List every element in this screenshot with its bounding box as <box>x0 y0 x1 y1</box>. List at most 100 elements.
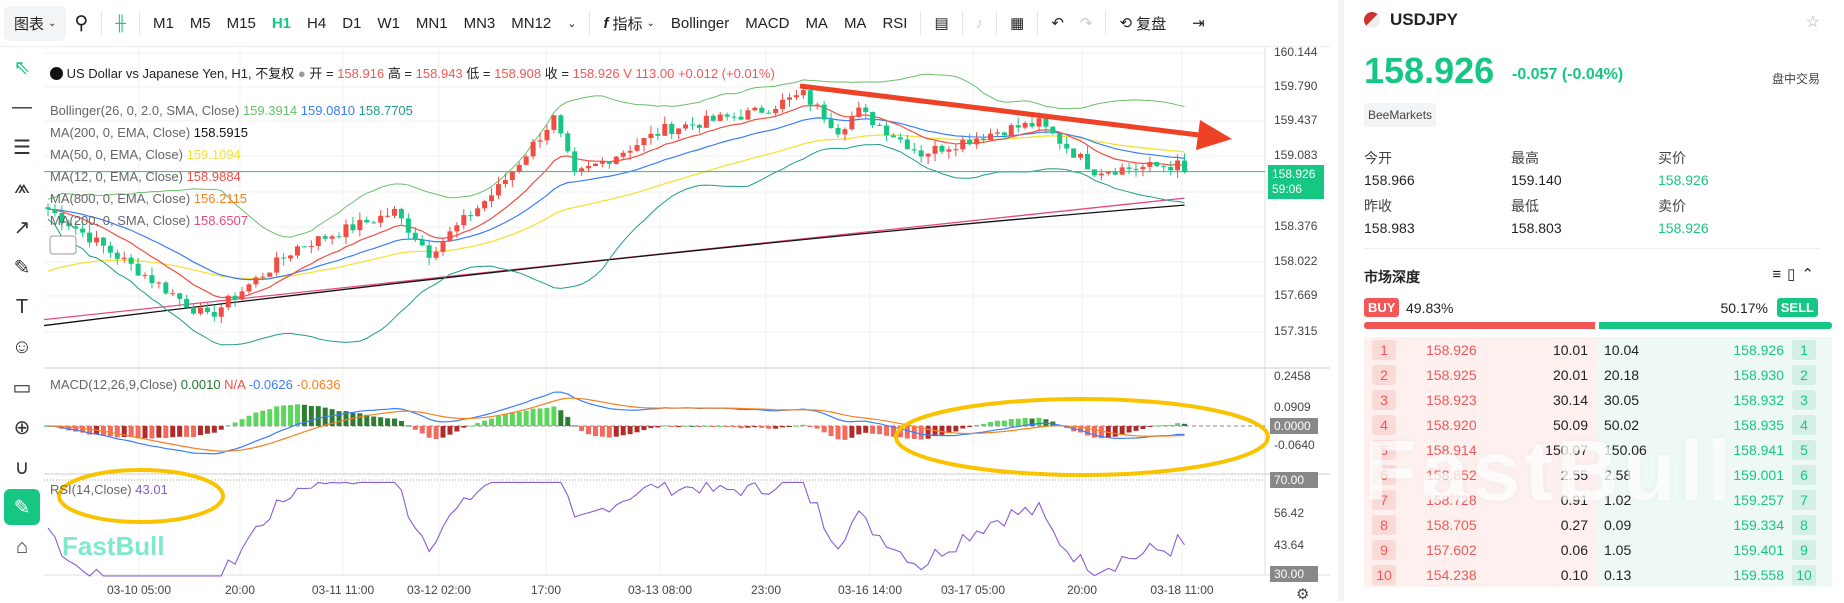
indicator-shortcut-rsi[interactable]: RSI <box>882 14 908 32</box>
indicator-legend-row[interactable]: Bollinger(26, 0, 2.0, SMA, Close) 159.39… <box>50 103 413 118</box>
candle-body <box>1029 122 1035 127</box>
trend-arrow-annotation[interactable] <box>799 83 1216 140</box>
doc-view-icon[interactable]: ▯ <box>1787 266 1802 283</box>
candle-body <box>1112 171 1118 175</box>
symbol-name: USDJPY <box>1390 10 1459 29</box>
order-book-row[interactable]: 2 158.925 20.01 20.18 158.930 2 <box>1364 362 1832 387</box>
indicator-shortcut-ma[interactable]: MA <box>805 14 828 32</box>
candle-type-icon[interactable]: ╫ <box>115 14 126 32</box>
highlight-ellipse-rsi[interactable] <box>57 468 225 524</box>
indicator-legend-row[interactable]: MA(200, 0, EMA, Close) 158.5915 <box>50 125 248 140</box>
candle-body <box>1071 148 1077 158</box>
unlock-icon[interactable]: ⌂ <box>15 535 29 558</box>
timeframe-tab-h4[interactable]: H4 <box>307 14 327 32</box>
timeframe-tab-d1[interactable]: D1 <box>342 14 362 32</box>
time-axis-label: 20:00 <box>224 583 256 597</box>
indicators-button[interactable]: f 指标 ⌄ <box>595 13 662 34</box>
redo-icon[interactable]: ↷ <box>1079 15 1093 32</box>
alert-bell-icon[interactable]: ♪ <box>975 14 984 32</box>
magnet-icon[interactable]: ∪ <box>14 456 30 479</box>
parallel-channel-icon[interactable]: ☰ <box>13 136 31 159</box>
chart-settings-gear-icon[interactable]: ⚙ <box>1296 586 1310 603</box>
timeframe-tab-m15[interactable]: M15 <box>226 14 256 32</box>
favorite-star-icon[interactable]: ☆ <box>1805 14 1820 31</box>
collapse-legend-button[interactable] <box>49 235 77 255</box>
zoom-in-icon[interactable]: ⊕ <box>13 416 31 439</box>
highlight-ellipse-macd[interactable] <box>894 397 1270 477</box>
search-icon[interactable]: ⚲ <box>74 12 89 34</box>
order-book-row[interactable]: 3 158.923 30.14 30.05 158.932 3 <box>1364 387 1832 412</box>
bid-volume: 10.01 <box>1552 341 1588 358</box>
timeframe-tab-m1[interactable]: M1 <box>152 14 174 32</box>
order-book-row[interactable]: 5 158.914 150.07 150.06 158.941 5 <box>1364 437 1832 462</box>
order-book-row[interactable]: 10 154.238 0.10 0.13 159.558 10 <box>1364 562 1832 587</box>
indicator-shortcut-macd[interactable]: MACD <box>745 14 790 32</box>
indicator-legend-row[interactable]: MA(200, 0, SMA, Close) 158.6507 <box>50 213 248 228</box>
timeframe-tab-mn3[interactable]: MN3 <box>463 14 496 32</box>
indicator-shortcut-ma[interactable]: MA <box>843 14 867 32</box>
macd-bar <box>426 426 432 438</box>
broker-badge[interactable]: BeeMarkets <box>1364 103 1437 127</box>
bid-level: 3 <box>1372 389 1396 410</box>
chart-menu-button[interactable]: 图表 ⌄ <box>4 5 67 41</box>
macd-bar <box>371 416 377 426</box>
quote-stat: 卖价 158.926 <box>1658 196 1709 236</box>
ask-volume: 1.05 <box>1604 541 1632 558</box>
order-book-row[interactable]: 9 157.602 0.06 1.05 159.401 9 <box>1364 537 1832 562</box>
collapse-panel-icon[interactable]: ⇥ <box>1192 15 1205 32</box>
candle-body <box>288 255 294 259</box>
stat-label: 今开 <box>1364 150 1392 166</box>
brush-icon[interactable]: ✎ <box>13 256 31 279</box>
indicator-legend-row[interactable]: MA(50, 0, EMA, Close) 159.1094 <box>50 147 241 162</box>
macd-bar <box>495 415 501 426</box>
candle-body <box>731 116 737 118</box>
lock-drawing-icon[interactable]: ✎ <box>4 489 40 525</box>
timeframe-tab-mn12[interactable]: MN12 <box>511 14 552 32</box>
macd-bar <box>974 424 980 426</box>
more-timeframes-chevron-icon[interactable]: ⌄ <box>567 17 577 30</box>
macd-bar <box>1091 426 1097 438</box>
candle-body <box>385 215 391 217</box>
list-view-icon[interactable]: ≡ <box>1772 266 1788 283</box>
candle-body <box>904 139 910 150</box>
indicator-name: MA(12, 0, EMA, Close) <box>50 169 183 184</box>
stat-label: 买价 <box>1658 150 1686 166</box>
order-book-row[interactable]: 4 158.920 50.09 50.02 158.935 4 <box>1364 412 1832 437</box>
order-book-row[interactable]: 7 158.728 0.91 1.02 159.257 7 <box>1364 487 1832 512</box>
indicator-legend-row[interactable]: MA(12, 0, EMA, Close) 158.9884 <box>50 169 241 184</box>
macd-bar <box>1119 426 1125 435</box>
ask-price: 159.257 <box>1733 491 1784 508</box>
calendar-icon[interactable]: ▦ <box>1010 15 1025 32</box>
bid-price: 158.852 <box>1426 466 1477 483</box>
price-chart[interactable] <box>0 47 1336 601</box>
ask-side: 30.05 158.932 3 <box>1598 387 1832 412</box>
line-tool-icon[interactable]: — <box>12 95 32 118</box>
replay-button[interactable]: ⟲ 复盘 <box>1111 13 1174 34</box>
timeframe-tab-h1[interactable]: H1 <box>271 14 292 32</box>
time-axis-label: 03-11 11:00 <box>311 583 375 597</box>
macd-bar <box>787 426 793 427</box>
sell-percent: 50.17% <box>1720 300 1768 316</box>
indicator-shortcut-bollinger[interactable]: Bollinger <box>670 14 730 32</box>
collapse-chevron-up-icon[interactable]: ⌃ <box>1801 266 1820 283</box>
timeframe-tab-mn1[interactable]: MN1 <box>415 14 448 32</box>
time-axis-label: 03-16 14:00 <box>837 583 903 597</box>
ruler-icon[interactable]: ▭ <box>12 376 32 399</box>
pattern-tool-icon[interactable]: ⩕ <box>14 175 30 198</box>
text-tool-icon[interactable]: T <box>15 295 29 318</box>
timeframe-tab-w1[interactable]: W1 <box>377 14 400 32</box>
macd-bar <box>343 411 349 426</box>
order-book-row[interactable]: 6 158.852 2.55 2.58 159.001 6 <box>1364 462 1832 487</box>
emoji-icon[interactable]: ☺ <box>11 335 33 358</box>
order-book-row[interactable]: 1 158.926 10.01 10.04 158.926 1 <box>1364 337 1832 362</box>
macd-bar <box>267 409 273 426</box>
layout-icon[interactable]: ▤ <box>934 15 949 32</box>
undo-icon[interactable]: ↶ <box>1051 15 1064 32</box>
cursor-icon[interactable]: ⇖ <box>13 56 31 79</box>
macd-bar <box>1015 418 1021 426</box>
timeframe-tab-m5[interactable]: M5 <box>189 14 211 32</box>
order-book-row[interactable]: 8 158.705 0.27 0.09 159.334 8 <box>1364 512 1832 537</box>
indicator-legend-row[interactable]: MA(800, 0, EMA, Close) 156.2115 <box>50 191 247 206</box>
macd-bar <box>1133 426 1139 431</box>
projection-tool-icon[interactable]: ↗ <box>13 216 31 239</box>
